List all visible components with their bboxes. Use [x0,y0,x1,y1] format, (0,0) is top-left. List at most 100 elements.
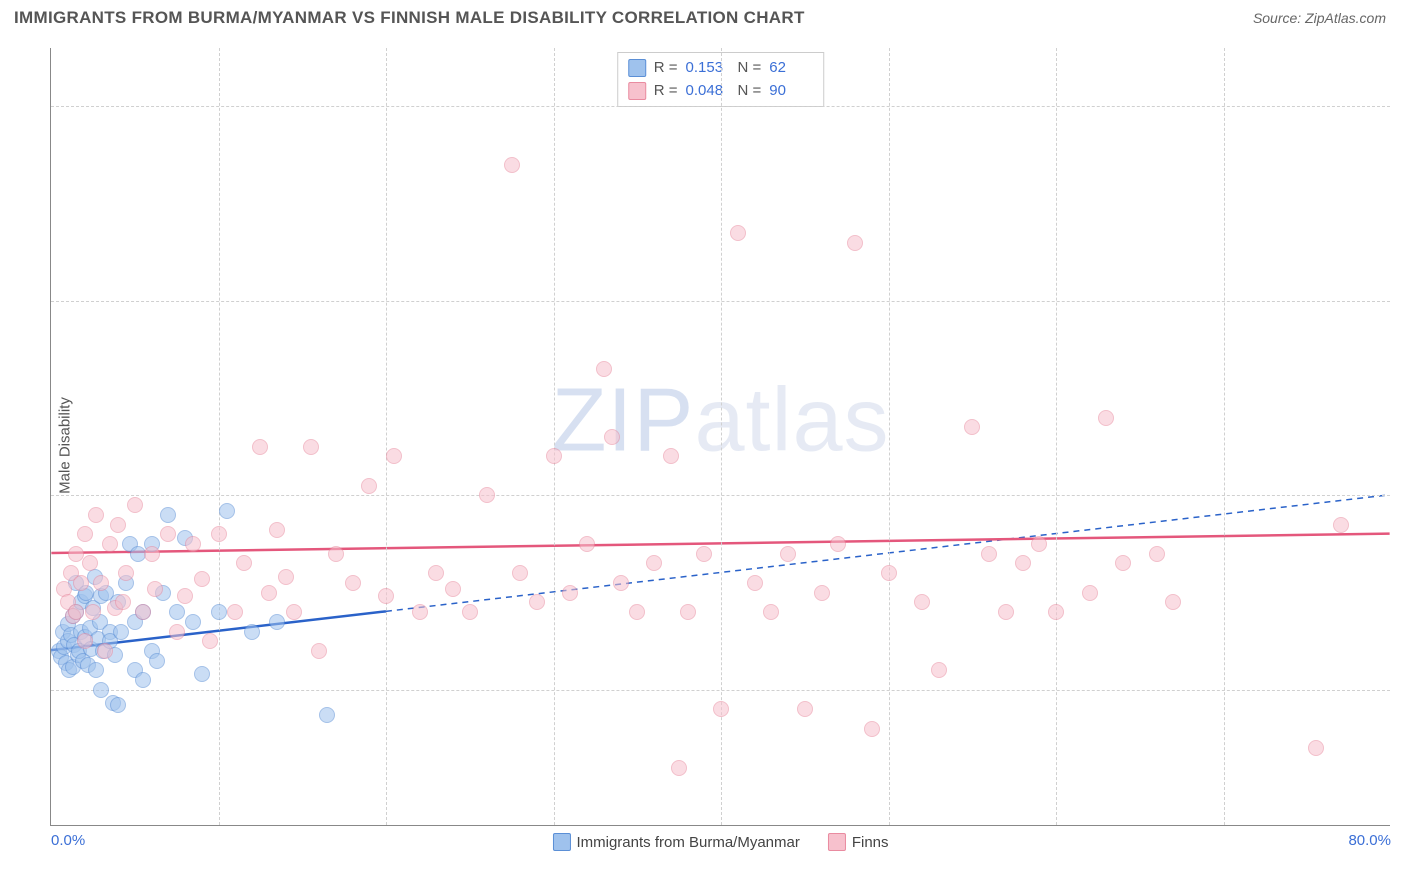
data-point-series2 [747,575,763,591]
legend-swatch-1 [552,833,570,851]
data-point-series2 [931,662,947,678]
legend-label-2: Finns [852,834,889,851]
data-point-series2 [604,429,620,445]
data-point-series2 [269,522,285,538]
data-point-series1 [135,672,151,688]
data-point-series2 [579,536,595,552]
data-point-series1 [269,614,285,630]
data-point-series2 [663,448,679,464]
r-value-2: 0.048 [686,80,730,103]
data-point-series2 [303,439,319,455]
source-label: Source: ZipAtlas.com [1253,10,1386,26]
data-point-series2 [278,569,294,585]
data-point-series2 [412,604,428,620]
data-point-series2 [102,536,118,552]
data-point-series2 [512,565,528,581]
data-point-series2 [864,721,880,737]
data-point-series2 [177,588,193,604]
data-point-series2 [546,448,562,464]
y-tick-label: 10.0% [1395,681,1406,698]
data-point-series2 [211,526,227,542]
data-point-series1 [88,662,104,678]
data-point-series2 [1115,555,1131,571]
data-point-series2 [1308,740,1324,756]
data-point-series1 [319,707,335,723]
data-point-series1 [244,624,260,640]
r-value-1: 0.153 [686,57,730,80]
data-point-series2 [504,157,520,173]
data-point-series2 [252,439,268,455]
data-point-series1 [185,614,201,630]
data-point-series2 [1015,555,1031,571]
data-point-series2 [185,536,201,552]
n-label: N = [738,80,762,103]
data-point-series2 [529,594,545,610]
data-point-series2 [713,701,729,717]
data-point-series2 [814,585,830,601]
gridline-v [386,48,387,825]
chart-plot-area: Male Disability ZIPatlas R = 0.153 N = 6… [50,48,1390,826]
legend-item-2: Finns [828,833,889,851]
legend-bottom: Immigrants from Burma/Myanmar Finns [552,833,888,851]
gridline-v [554,48,555,825]
data-point-series2 [1149,546,1165,562]
data-point-series2 [85,604,101,620]
data-point-series2 [613,575,629,591]
data-point-series1 [211,604,227,620]
data-point-series2 [236,555,252,571]
data-point-series1 [169,604,185,620]
data-point-series1 [149,653,165,669]
y-tick-label: 30.0% [1395,292,1406,309]
gridline-v [1056,48,1057,825]
chart-title: IMMIGRANTS FROM BURMA/MYANMAR VS FINNISH… [14,8,805,28]
data-point-series2 [147,581,163,597]
data-point-series2 [118,565,134,581]
data-point-series2 [596,361,612,377]
data-point-series2 [830,536,846,552]
data-point-series2 [311,643,327,659]
legend-label-1: Immigrants from Burma/Myanmar [576,834,799,851]
gridline-v [1224,48,1225,825]
data-point-series2 [671,760,687,776]
data-point-series2 [286,604,302,620]
data-point-series2 [1165,594,1181,610]
x-tick-label: 80.0% [1348,832,1391,849]
data-point-series2 [445,581,461,597]
data-point-series2 [730,225,746,241]
legend-swatch-2 [828,833,846,851]
data-point-series2 [127,497,143,513]
data-point-series2 [227,604,243,620]
y-tick-label: 20.0% [1395,487,1406,504]
data-point-series2 [696,546,712,562]
data-point-series2 [97,643,113,659]
data-point-series1 [93,682,109,698]
data-point-series2 [981,546,997,562]
data-point-series2 [780,546,796,562]
data-point-series2 [1048,604,1064,620]
data-point-series2 [345,575,361,591]
data-point-series2 [1333,517,1349,533]
r-label: R = [654,57,678,80]
data-point-series2 [386,448,402,464]
data-point-series2 [964,419,980,435]
data-point-series2 [77,633,93,649]
data-point-series1 [219,503,235,519]
data-point-series1 [160,507,176,523]
data-point-series2 [110,517,126,533]
legend-item-1: Immigrants from Burma/Myanmar [552,833,799,851]
data-point-series2 [629,604,645,620]
data-point-series2 [1031,536,1047,552]
data-point-series2 [1082,585,1098,601]
data-point-series2 [144,546,160,562]
n-value-1: 62 [769,57,813,80]
data-point-series2 [797,701,813,717]
data-point-series2 [68,604,84,620]
n-label: N = [738,57,762,80]
data-point-series2 [361,478,377,494]
data-point-series1 [194,666,210,682]
gridline-v [219,48,220,825]
data-point-series2 [378,588,394,604]
data-point-series2 [428,565,444,581]
data-point-series2 [160,526,176,542]
data-point-series2 [1098,410,1114,426]
